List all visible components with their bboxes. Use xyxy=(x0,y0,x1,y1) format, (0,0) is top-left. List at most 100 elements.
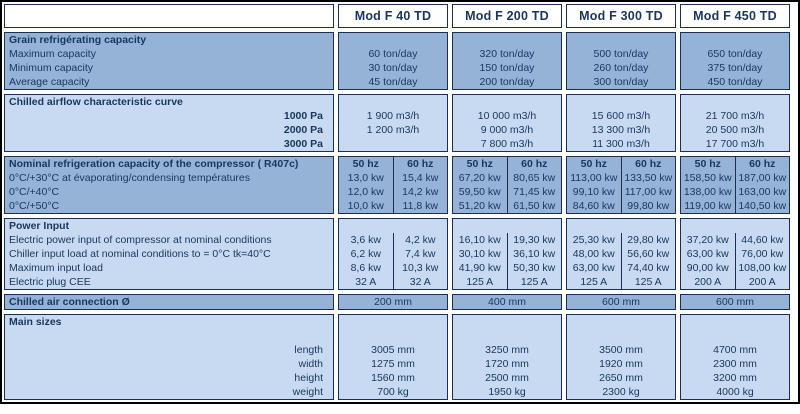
cell-value: 48,00 kw xyxy=(572,248,615,260)
data-row: 1720 mm xyxy=(453,357,561,371)
data-row: 3250 mm xyxy=(453,343,561,357)
section-data-block: 60 ton/day 30 ton/day 45 ton/day xyxy=(338,32,448,90)
data-row: 16,10 kw 19,30 kw xyxy=(453,233,561,247)
label-row xyxy=(5,329,333,343)
connection-value: 600 mm xyxy=(602,296,640,308)
section-title: Power Input xyxy=(9,220,70,232)
row-label: 0°C/+30°C at évaporating/condensing temp… xyxy=(9,172,251,184)
cell-value: 12,0 kw xyxy=(347,186,384,198)
data-row: 51,20 kw 61,50 kw xyxy=(453,199,561,213)
section-title-row: Grain refrigérating capacity xyxy=(5,33,333,47)
data-row: 700 kg xyxy=(339,385,447,399)
cell-value: 71,45 kw xyxy=(506,185,562,199)
cell-value: 3500 mm xyxy=(599,344,643,356)
data-row: 375 ton/day xyxy=(681,61,789,75)
section-data-title-row: 400 mm xyxy=(453,295,561,309)
row-label: Maximum input load xyxy=(9,262,103,274)
data-row: 6,2 kw 7,4 kw xyxy=(339,247,447,261)
cell-value: 25,30 kw xyxy=(572,234,615,246)
data-row: 21 700 m3/h xyxy=(681,109,789,123)
model-header: Mod F 300 TD xyxy=(566,4,676,28)
section-data-title-row xyxy=(339,315,447,329)
hz-header: 50 hz xyxy=(580,158,607,170)
cell-value: 32 A xyxy=(392,275,448,289)
cell-value: 99,80 kw xyxy=(620,199,676,213)
label-row: Chiller input load at nominal conditions… xyxy=(5,247,333,261)
cell-value: 200 A xyxy=(734,275,790,289)
row-label: 0°C/+40°C xyxy=(9,186,60,198)
cell-value: 67,20 kw xyxy=(458,172,501,184)
cell-value: 50,30 kw xyxy=(506,261,562,275)
section-data-block: 200 mm xyxy=(338,294,448,310)
section-data-block: 600 mm xyxy=(680,294,790,310)
section-data-title-row xyxy=(681,33,789,47)
spec-table: Grain refrigérating capacity Maximum capa… xyxy=(0,0,800,404)
cell-value: 61,50 kw xyxy=(506,199,562,213)
section-title-row: Main sizes xyxy=(5,315,333,329)
section-title: Grain refrigérating capacity xyxy=(9,34,147,46)
section-data-block: 50 hz 60 hz 158,50 kw 187,00 kw 138,00 kw 163… xyxy=(680,156,790,214)
label-row: Maximum capacity xyxy=(5,47,333,61)
cell-value: 32 A xyxy=(355,276,377,288)
data-row: 10,0 kw 11,8 kw xyxy=(339,199,447,213)
data-row: 260 ton/day xyxy=(567,61,675,75)
cell-value: 300 ton/day xyxy=(593,76,649,88)
data-row: 138,00 kw 163,00 kw xyxy=(681,185,789,199)
cell-value: 10,3 kw xyxy=(392,261,448,275)
cell-value: 11 300 m3/h xyxy=(592,138,650,150)
label-row: 1000 Pa xyxy=(5,109,333,123)
cell-value: 200 ton/day xyxy=(479,76,535,88)
data-row: 9 000 m3/h xyxy=(453,123,561,137)
cell-value: 7,4 kw xyxy=(392,247,448,261)
section-data-title-row xyxy=(567,315,675,329)
data-row: 25,30 kw 29,80 kw xyxy=(567,233,675,247)
label-row: 0°C/+30°C at évaporating/condensing temp… xyxy=(5,171,333,185)
cell-value: 90,00 kw xyxy=(686,262,729,274)
cell-value: 125 A xyxy=(466,276,494,288)
label-row: length xyxy=(5,343,333,357)
row-label: Average capacity xyxy=(9,76,90,88)
section-data-block: 1 900 m3/h 1 200 m3/h xyxy=(338,94,448,152)
data-row: 10 000 m3/h xyxy=(453,109,561,123)
row-label: Minimum capacity xyxy=(9,62,94,74)
cell-value: 80,65 kw xyxy=(506,171,562,185)
row-label: Maximum capacity xyxy=(9,48,96,60)
hz-header: 50 hz xyxy=(352,158,379,170)
data-row: 60 ton/day xyxy=(339,47,447,61)
data-row: 650 ton/day xyxy=(681,47,789,61)
data-row: 12,0 kw 14,2 kw xyxy=(339,185,447,199)
cell-value: 2650 mm xyxy=(599,372,643,384)
section-data-title-row: 600 mm xyxy=(681,295,789,309)
data-row: 1950 kg xyxy=(453,385,561,399)
section-title-row: Nominal refrigeration capacity of the co… xyxy=(5,157,333,171)
row-label: 0°C/+50°C xyxy=(9,200,60,212)
cell-value: 76,00 kw xyxy=(734,247,790,261)
cell-value: 11,8 kw xyxy=(392,199,448,213)
cell-value: 99,10 kw xyxy=(572,186,615,198)
section-title-row: Chilled air connection Ø xyxy=(5,295,333,309)
connection-value: 600 mm xyxy=(716,296,754,308)
data-row: 13 300 m3/h xyxy=(567,123,675,137)
cell-value: 3250 mm xyxy=(485,344,529,356)
label-row: 0°C/+40°C xyxy=(5,185,333,199)
label-row: Average capacity xyxy=(5,75,333,89)
corner-cell xyxy=(4,4,334,28)
section-data-block: 320 ton/day 150 ton/day 200 ton/day xyxy=(452,32,562,90)
data-row: 3,6 kw 4,2 kw xyxy=(339,233,447,247)
section-data-title-row xyxy=(453,33,561,47)
connection-value: 200 mm xyxy=(374,296,412,308)
cell-value: 45 ton/day xyxy=(368,76,418,88)
data-row: 99,10 kw 117,00 kw xyxy=(567,185,675,199)
cell-value: 8,6 kw xyxy=(350,262,381,274)
spec-table-grid: Grain refrigérating capacity Maximum capa… xyxy=(4,4,796,400)
row-label: 2000 Pa xyxy=(283,124,323,136)
section-data-title-row: 50 hz 60 hz xyxy=(453,157,561,171)
cell-value: 119,00 kw xyxy=(684,200,732,212)
label-row: Electric power input of compressor at no… xyxy=(5,233,333,247)
cell-value: 3005 mm xyxy=(371,344,415,356)
label-row: width xyxy=(5,357,333,371)
section-data-block: 10 000 m3/h 9 000 m3/h 7 800 m3/h xyxy=(452,94,562,152)
row-label: 3000 Pa xyxy=(283,138,323,150)
data-row: 2500 mm xyxy=(453,371,561,385)
data-row: 1275 mm xyxy=(339,357,447,371)
